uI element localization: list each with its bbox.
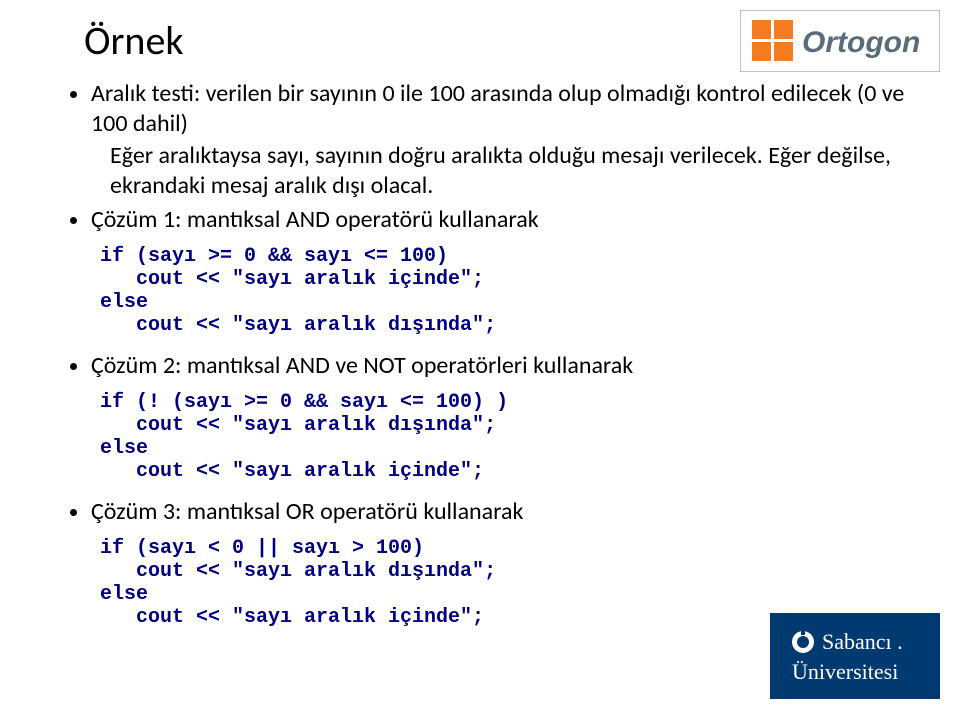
ortogon-logo-icon: Ortogon [740, 10, 940, 72]
sabanci-line1: Sabancı . [822, 629, 903, 654]
sabanci-logo: Sabancı . Üniversitesi [770, 613, 940, 704]
ortogon-logo: Ortogon [740, 10, 940, 77]
ortogon-text: Ortogon [802, 26, 920, 59]
bullet-4-text: Çözüm 3: mantıksal OR operatörü kullanar… [91, 497, 523, 527]
bullet-dot-icon [70, 509, 77, 516]
code-block-2: if (! (sayı >= 0 && sayı <= 100) ) cout … [100, 391, 910, 483]
sabanci-line2: Üniversitesi [792, 659, 898, 684]
slide: Örnek Aralık testi: verilen bir sayının … [0, 0, 960, 663]
bullet-3-text: Çözüm 2: mantıksal AND ve NOT operatörle… [91, 351, 633, 381]
bullet-2: Çözüm 1: mantıksal AND operatörü kullana… [70, 205, 910, 235]
bullet-1-text: Aralık testi: verilen bir sayının 0 ile … [91, 79, 910, 139]
sabanci-logo-icon: Sabancı . Üniversitesi [770, 613, 940, 699]
bullet-3: Çözüm 2: mantıksal AND ve NOT operatörle… [70, 351, 910, 381]
bullet-dot-icon [70, 363, 77, 370]
bullet-2-text: Çözüm 1: mantıksal AND operatörü kullana… [91, 205, 539, 235]
code-block-1: if (sayı >= 0 && sayı <= 100) cout << "s… [100, 245, 910, 337]
bullet-dot-icon [70, 91, 77, 98]
bullet-1-sub: Eğer aralıktaysa sayı, sayının doğru ara… [110, 141, 910, 201]
bullet-4: Çözüm 3: mantıksal OR operatörü kullanar… [70, 497, 910, 527]
bullet-dot-icon [70, 217, 77, 224]
bullet-1-sub-text: Eğer aralıktaysa sayı, sayının doğru ara… [110, 141, 910, 201]
bullet-1: Aralık testi: verilen bir sayının 0 ile … [70, 79, 910, 139]
